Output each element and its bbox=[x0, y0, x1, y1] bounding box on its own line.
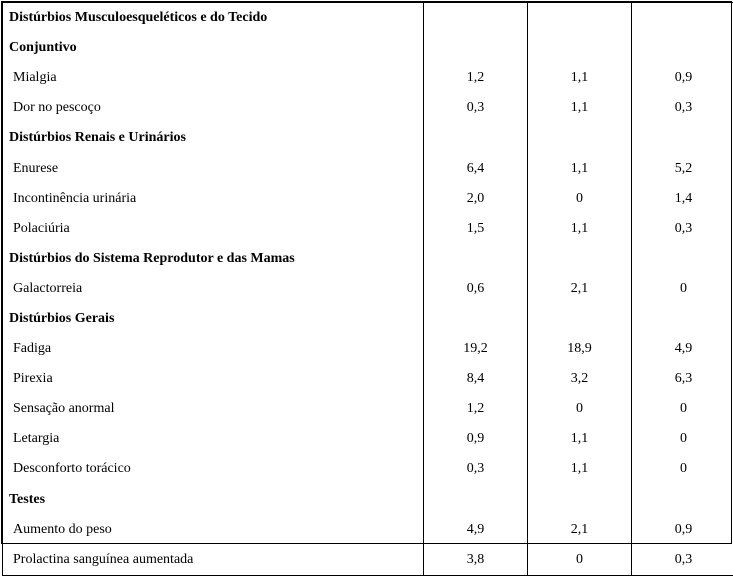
cell-value: 0,9 bbox=[632, 522, 733, 538]
cell-value: 4,9 bbox=[632, 341, 733, 357]
table-body-row: Distúrbios Musculoesqueléticos e do Teci… bbox=[3, 3, 733, 576]
row-label: Polaciúria bbox=[3, 221, 423, 237]
cell-value: 4,9 bbox=[424, 522, 527, 538]
cell-value: 1,1 bbox=[528, 70, 631, 86]
cell-value: 0 bbox=[632, 281, 733, 297]
cell-value: 0,3 bbox=[632, 100, 733, 116]
cell-value: 18,9 bbox=[528, 341, 631, 357]
value-column-1: 1,2 0,3 6,4 2,0 1,5 0,6 19,2 8,4 1,2 0,9 0,3 4,9 3,8 bbox=[424, 3, 528, 576]
cell-value: 1,2 bbox=[424, 401, 527, 417]
cell-value: 1,1 bbox=[528, 100, 631, 116]
cell-value: 0 bbox=[632, 461, 733, 477]
cell-value: 3,8 bbox=[424, 552, 527, 568]
cell-value: 0,9 bbox=[632, 70, 733, 86]
row-label: Aumento do peso bbox=[3, 522, 423, 538]
row-label: Desconforto torácico bbox=[3, 461, 423, 477]
row-label: Sensação anormal bbox=[3, 401, 423, 417]
section-heading: Distúrbios Gerais bbox=[3, 311, 423, 327]
data-table: Distúrbios Musculoesqueléticos e do Teci… bbox=[2, 2, 733, 576]
row-label: Incontinência urinária bbox=[3, 191, 423, 207]
cell-value: 1,5 bbox=[424, 221, 527, 237]
cell-value: 0 bbox=[528, 191, 631, 207]
row-label: Mialgia bbox=[3, 70, 423, 86]
cell-value: 0 bbox=[632, 401, 733, 417]
cell-value: 19,2 bbox=[424, 341, 527, 357]
cell-value: 0 bbox=[528, 552, 631, 568]
row-label: Dor no pescoço bbox=[3, 100, 423, 116]
cell-value: 3,2 bbox=[528, 371, 631, 387]
cell-value: 1,4 bbox=[632, 191, 733, 207]
cell-value: 0,3 bbox=[424, 100, 527, 116]
cell-value: 0,6 bbox=[424, 281, 527, 297]
cell-value: 1,1 bbox=[528, 431, 631, 447]
label-column: Distúrbios Musculoesqueléticos e do Teci… bbox=[3, 3, 424, 576]
cell-value: 0 bbox=[528, 401, 631, 417]
cell-value: 6,4 bbox=[424, 161, 527, 177]
row-label: Prolactina sanguínea aumentada bbox=[3, 552, 423, 568]
row-label: Fadiga bbox=[3, 341, 423, 357]
section-heading: Conjuntivo bbox=[3, 40, 423, 56]
adverse-effects-table: Distúrbios Musculoesqueléticos e do Teci… bbox=[1, 1, 732, 544]
cell-value: 0,3 bbox=[632, 552, 733, 568]
section-heading: Distúrbios Renais e Urinários bbox=[3, 130, 423, 146]
cell-value: 2,1 bbox=[528, 281, 631, 297]
cell-value: 1,2 bbox=[424, 70, 527, 86]
cell-value: 1,1 bbox=[528, 221, 631, 237]
cell-value: 0 bbox=[632, 431, 733, 447]
cell-value: 1,1 bbox=[528, 461, 631, 477]
row-label: Pirexia bbox=[3, 371, 423, 387]
cell-value: 0,9 bbox=[424, 431, 527, 447]
cell-value: 0,3 bbox=[424, 461, 527, 477]
section-heading: Testes bbox=[3, 492, 423, 508]
cell-value: 2,0 bbox=[424, 191, 527, 207]
value-column-3: 0,9 0,3 5,2 1,4 0,3 0 4,9 6,3 0 0 0 0,9 0,3 bbox=[632, 3, 733, 576]
cell-value: 6,3 bbox=[632, 371, 733, 387]
row-label: Galactorreia bbox=[3, 281, 423, 297]
cell-value: 0,3 bbox=[632, 221, 733, 237]
row-label: Letargia bbox=[3, 431, 423, 447]
cell-value: 5,2 bbox=[632, 161, 733, 177]
row-label: Enurese bbox=[3, 161, 423, 177]
value-column-2: 1,1 1,1 1,1 0 1,1 2,1 18,9 3,2 0 1,1 1,1 2,1 0 bbox=[528, 3, 632, 576]
section-heading: Distúrbios do Sistema Reprodutor e das M… bbox=[3, 251, 423, 267]
section-heading: Distúrbios Musculoesqueléticos e do Teci… bbox=[3, 10, 423, 26]
cell-value: 1,1 bbox=[528, 161, 631, 177]
cell-value: 2,1 bbox=[528, 522, 631, 538]
cell-value: 8,4 bbox=[424, 371, 527, 387]
